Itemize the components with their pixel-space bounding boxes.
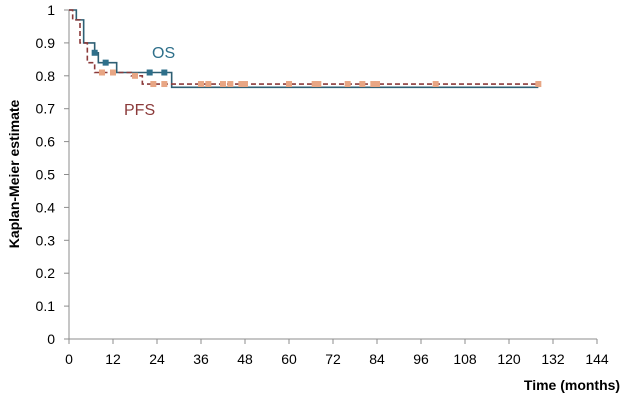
y-axis-ticks: 0 0.1 0.2 0.3 0.4 0.5 0.6 0.7 0.8 0.9 1 bbox=[36, 2, 69, 347]
censor-marker-pfs bbox=[286, 81, 292, 88]
censor-marker-pfs bbox=[374, 81, 380, 88]
x-tick-label: 0 bbox=[65, 351, 73, 367]
x-tick-label: 36 bbox=[193, 351, 209, 367]
y-tick-label: 0.2 bbox=[36, 265, 56, 281]
series-line-pfs bbox=[69, 9, 539, 85]
censor-marker-os bbox=[161, 69, 168, 76]
y-tick-label: 0.6 bbox=[36, 134, 56, 150]
censor-marker-pfs bbox=[238, 81, 245, 88]
y-tick-label: 1 bbox=[47, 2, 55, 18]
y-tick-label: 0.5 bbox=[36, 167, 56, 183]
censor-marker-os bbox=[146, 69, 153, 76]
y-tick-label: 0.9 bbox=[36, 35, 56, 51]
y-tick-label: 0.7 bbox=[36, 101, 56, 117]
y-tick-label: 0.4 bbox=[36, 199, 56, 215]
censor-markers-layer bbox=[91, 49, 542, 88]
censor-marker-pfs bbox=[132, 72, 138, 79]
censor-marker-pfs bbox=[370, 81, 377, 88]
censor-marker-pfs bbox=[344, 81, 351, 88]
x-axis-title: Time (months) bbox=[524, 377, 620, 393]
x-tick-label: 48 bbox=[237, 351, 253, 367]
censor-marker-pfs bbox=[99, 69, 105, 76]
series-label-os: OS bbox=[152, 45, 175, 62]
y-tick-label: 0 bbox=[47, 331, 55, 347]
x-tick-label: 120 bbox=[497, 351, 521, 367]
y-tick-label: 0.1 bbox=[36, 298, 56, 314]
x-tick-label: 144 bbox=[585, 351, 609, 367]
censor-marker-pfs bbox=[315, 81, 322, 88]
x-axis-ticks: 0 12 24 36 48 60 72 84 96 108 120 132 144 bbox=[65, 339, 609, 367]
censor-marker-os bbox=[91, 49, 98, 56]
censor-marker-pfs bbox=[205, 81, 212, 88]
censor-marker-pfs bbox=[535, 81, 542, 88]
x-tick-label: 84 bbox=[369, 351, 385, 367]
x-tick-label: 24 bbox=[149, 351, 165, 367]
series-label-pfs: PFS bbox=[124, 102, 155, 119]
y-tick-label: 0.8 bbox=[36, 68, 56, 84]
censor-marker-pfs bbox=[359, 81, 366, 88]
x-tick-label: 60 bbox=[281, 351, 297, 367]
y-tick-label: 0.3 bbox=[36, 232, 56, 248]
censor-marker-pfs bbox=[198, 81, 204, 88]
censor-marker-pfs bbox=[220, 81, 226, 88]
censor-marker-pfs bbox=[161, 81, 168, 88]
x-tick-label: 12 bbox=[105, 351, 121, 367]
x-tick-label: 108 bbox=[453, 351, 477, 367]
axes bbox=[68, 10, 597, 340]
series-layer bbox=[69, 9, 539, 89]
x-tick-label: 96 bbox=[413, 351, 429, 367]
censor-marker-pfs bbox=[432, 81, 439, 88]
y-axis-title: Kaplan-Meier estimate bbox=[6, 99, 22, 248]
censor-marker-pfs bbox=[150, 81, 157, 88]
x-tick-label: 132 bbox=[541, 351, 565, 367]
x-tick-label: 72 bbox=[325, 351, 341, 367]
censor-marker-pfs bbox=[110, 69, 116, 76]
censor-marker-os bbox=[102, 59, 109, 66]
censor-marker-pfs bbox=[227, 81, 234, 88]
censor-marker-pfs bbox=[242, 81, 248, 88]
censor-marker-pfs bbox=[311, 81, 318, 88]
